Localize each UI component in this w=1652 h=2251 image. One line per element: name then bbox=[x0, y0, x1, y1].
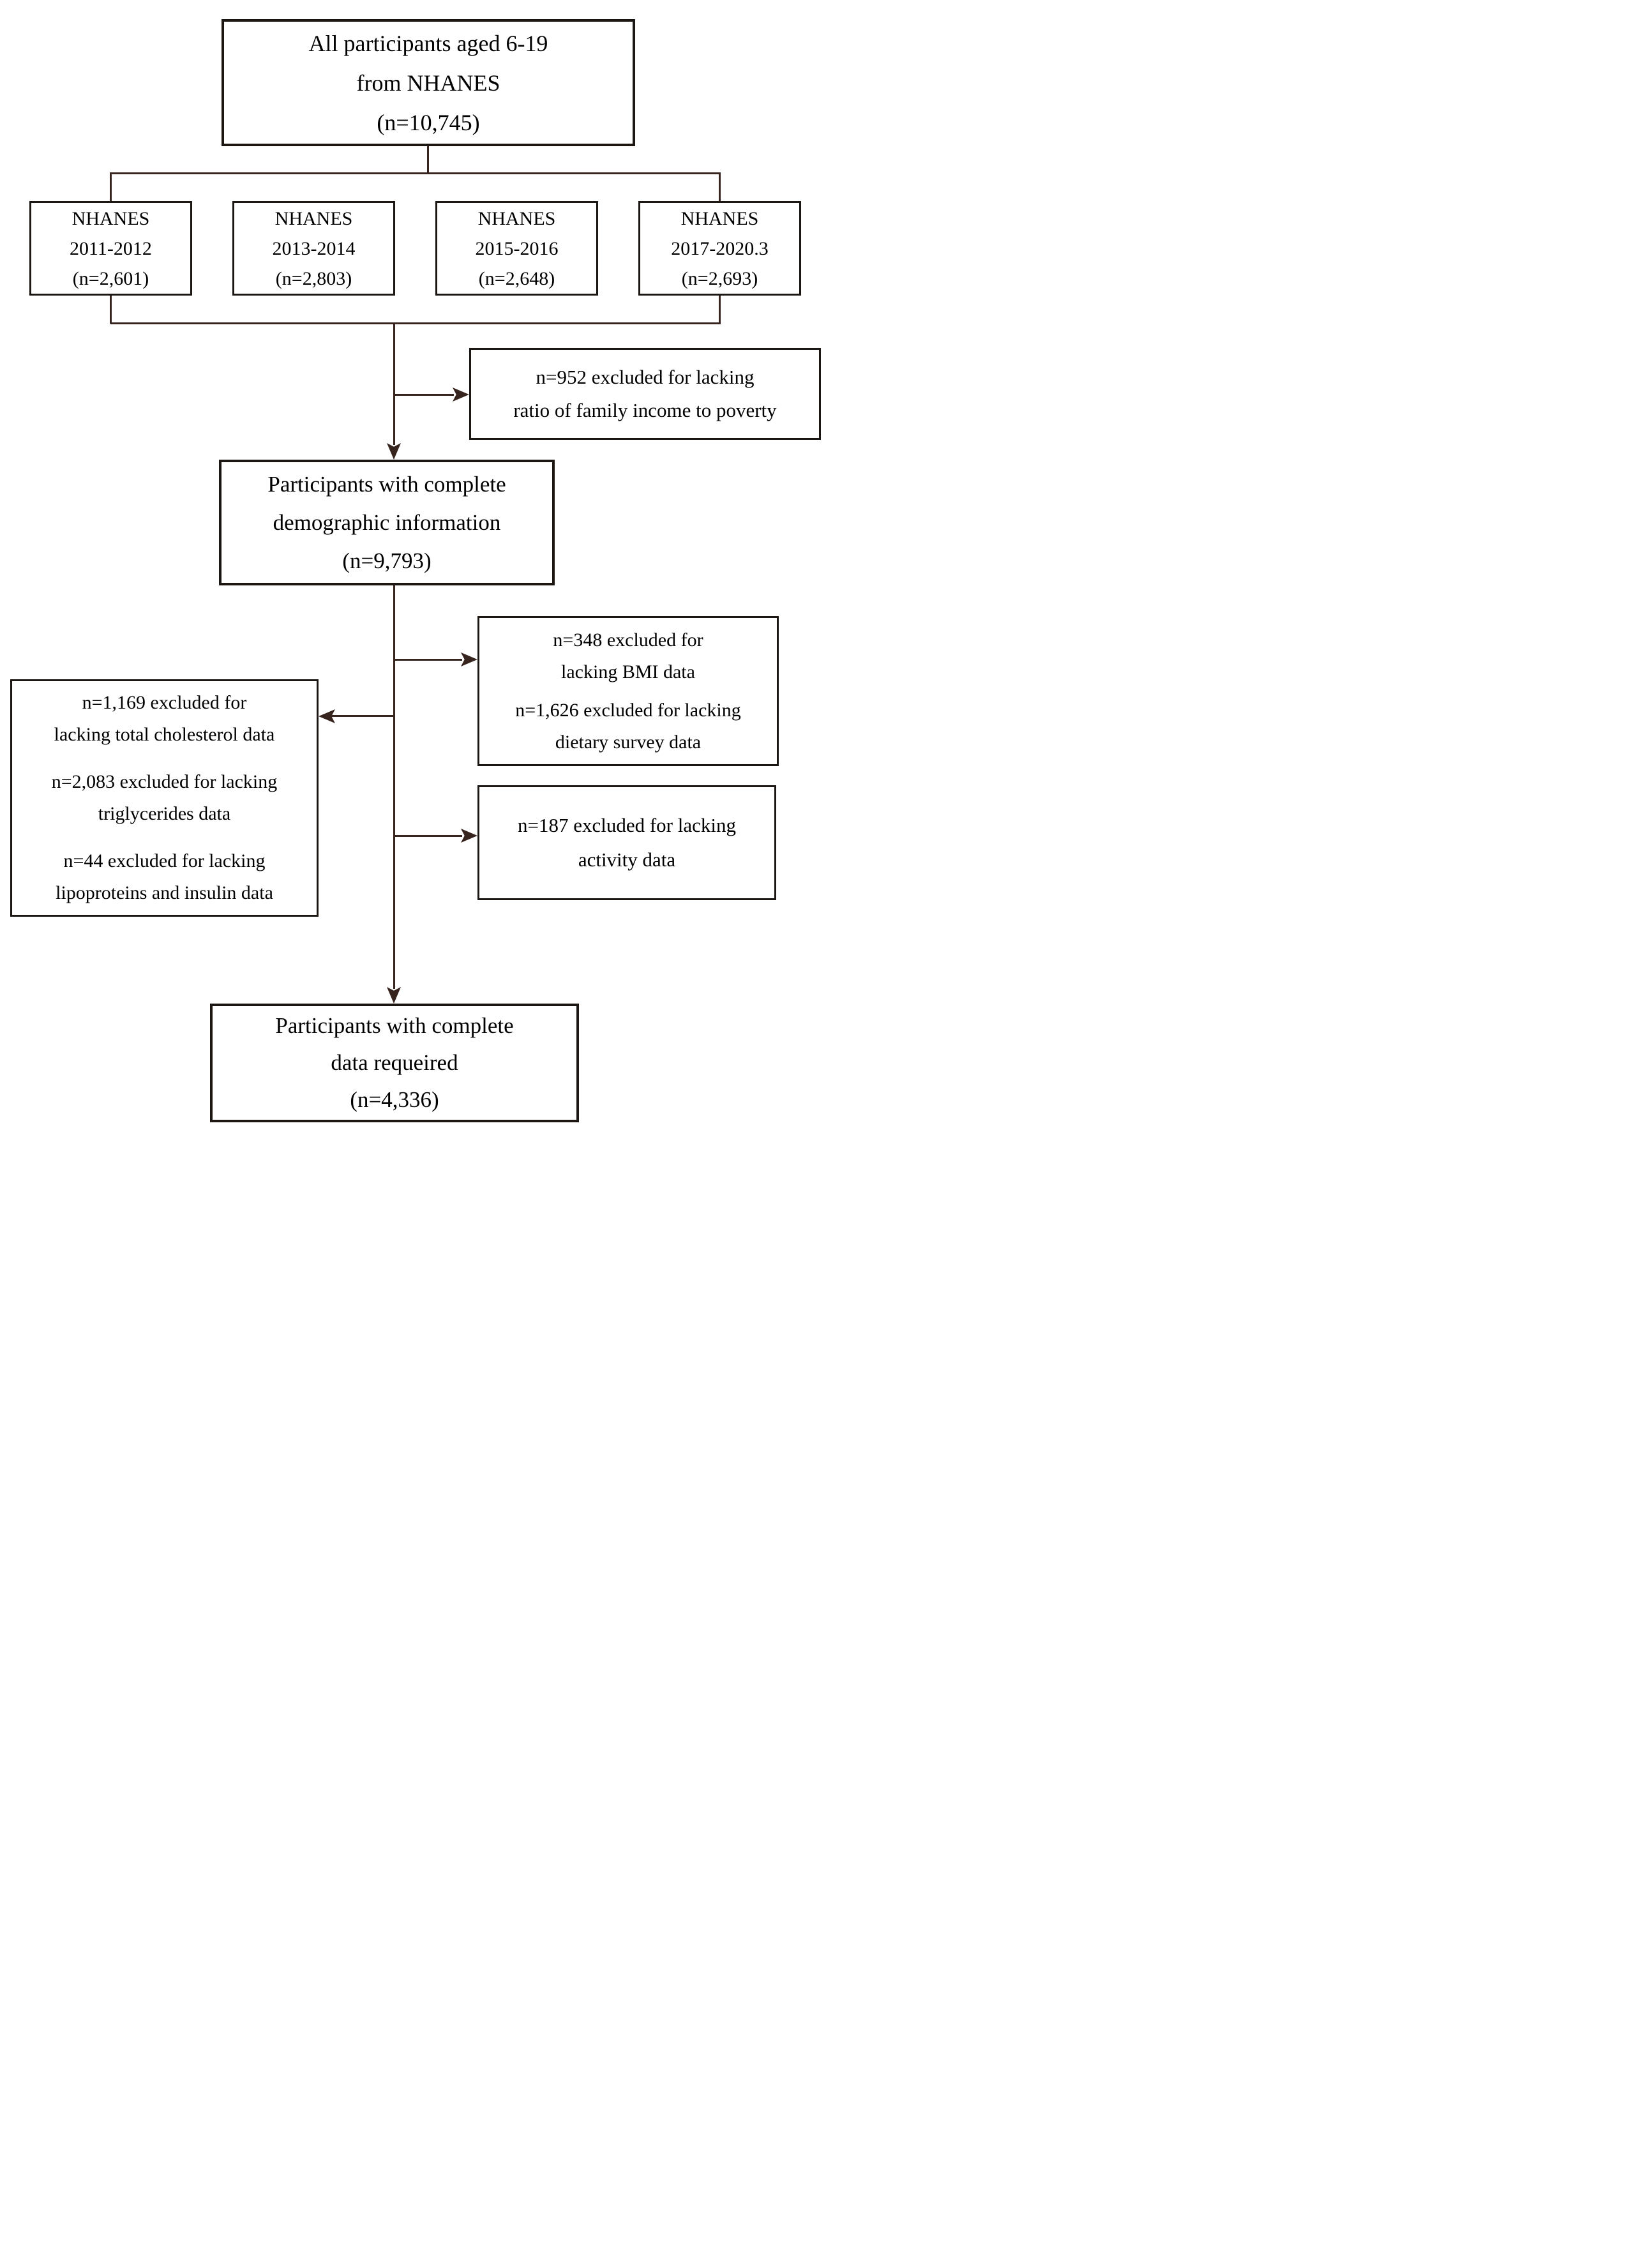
connector-main-vertical-2 bbox=[393, 585, 395, 989]
arrowhead-into-income-exclusion bbox=[453, 388, 469, 402]
box-all-participants: All participants aged 6-19 from NHANES (… bbox=[222, 19, 635, 146]
connector-drop-2011 bbox=[110, 172, 112, 201]
text-line: (n=9,793) bbox=[342, 548, 432, 573]
text-line: NHANES bbox=[71, 207, 150, 229]
text-line: lipoproteins and insulin data bbox=[56, 882, 273, 903]
text-line: lacking BMI data bbox=[561, 661, 695, 682]
text-line: ratio of family income to poverty bbox=[513, 399, 777, 421]
text-line: (n=2,803) bbox=[275, 267, 352, 289]
exclusion-paragraph: n=348 excluded for lacking BMI data bbox=[553, 624, 703, 688]
flow-diagram: All participants aged 6-19 from NHANES (… bbox=[0, 0, 826, 1126]
text-line: n=187 excluded for lacking bbox=[517, 814, 736, 836]
text-line: Participants with complete bbox=[275, 1013, 514, 1038]
text-line: 2011-2012 bbox=[70, 237, 152, 259]
text-line: 2017-2020.3 bbox=[671, 237, 769, 259]
box-excluded-bmi-dietary: n=348 excluded for lacking BMI data n=1,… bbox=[477, 616, 779, 766]
exclusion-paragraph: n=1,169 excluded for lacking total chole… bbox=[54, 687, 275, 751]
text-line: NHANES bbox=[680, 207, 759, 229]
text-line: NHANES bbox=[477, 207, 556, 229]
text-line: n=1,169 excluded for bbox=[82, 692, 247, 713]
text-line: (n=4,336) bbox=[350, 1087, 439, 1112]
text-line: dietary survey data bbox=[555, 731, 702, 753]
connector-merge-2011 bbox=[110, 296, 112, 324]
text-line: All participants aged 6-19 bbox=[308, 30, 548, 56]
connector-branch-labs bbox=[331, 715, 394, 717]
text-line: (n=2,693) bbox=[681, 267, 758, 289]
text-line: (n=10,745) bbox=[377, 109, 480, 135]
text-line: n=2,083 excluded for lacking bbox=[51, 771, 278, 792]
box-complete-data-final: Participants with complete data requeire… bbox=[210, 1004, 579, 1122]
connector-main-vertical-1 bbox=[393, 322, 395, 445]
exclusion-paragraph: n=2,083 excluded for lacking triglycerid… bbox=[52, 766, 277, 830]
connector-merge-2017 bbox=[719, 296, 721, 324]
connector-branch-activity bbox=[393, 835, 462, 837]
text-line: Participants with complete bbox=[267, 471, 506, 497]
text-line: (n=2,601) bbox=[72, 267, 149, 289]
box-complete-demographic: Participants with complete demographic i… bbox=[219, 460, 555, 585]
arrowhead-into-demographic bbox=[387, 443, 401, 460]
text-line: n=952 excluded for lacking bbox=[536, 366, 755, 388]
connector-top-split-vertical bbox=[427, 146, 429, 173]
connector-merge-horizontal bbox=[110, 322, 721, 324]
connector-branch-income bbox=[393, 394, 454, 396]
arrowhead-into-bmi-dietary-exclusion bbox=[461, 652, 477, 666]
box-nhanes-2013-2014: NHANES 2013-2014 (n=2,803) bbox=[232, 201, 395, 296]
connector-drop-2017 bbox=[719, 172, 721, 201]
box-nhanes-2015-2016: NHANES 2015-2016 (n=2,648) bbox=[435, 201, 598, 296]
text-line: 2013-2014 bbox=[272, 237, 356, 259]
text-line: n=348 excluded for bbox=[553, 629, 703, 651]
box-excluded-income-poverty: n=952 excluded for lacking ratio of fami… bbox=[469, 348, 821, 440]
exclusion-paragraph: n=44 excluded for lacking lipoproteins a… bbox=[56, 845, 273, 909]
exclusion-paragraph: n=1,626 excluded for lacking dietary sur… bbox=[515, 695, 740, 758]
text-line: lacking total cholesterol data bbox=[54, 724, 275, 745]
text-line: activity data bbox=[578, 848, 676, 871]
box-excluded-activity: n=187 excluded for lacking activity data bbox=[477, 785, 776, 900]
arrowhead-into-activity-exclusion bbox=[461, 829, 477, 843]
box-nhanes-2011-2012: NHANES 2011-2012 (n=2,601) bbox=[29, 201, 192, 296]
connector-branch-bmi-dietary bbox=[393, 659, 462, 661]
box-nhanes-2017-2020: NHANES 2017-2020.3 (n=2,693) bbox=[638, 201, 801, 296]
text-line: from NHANES bbox=[356, 70, 500, 96]
text-line: triglycerides data bbox=[98, 803, 231, 824]
text-line: NHANES bbox=[274, 207, 353, 229]
text-line: n=44 excluded for lacking bbox=[63, 850, 266, 871]
text-line: (n=2,648) bbox=[478, 267, 555, 289]
text-line: data requeired bbox=[331, 1050, 458, 1075]
text-line: demographic information bbox=[273, 509, 501, 535]
box-excluded-cholesterol-triglycerides-lipoproteins: n=1,169 excluded for lacking total chole… bbox=[10, 679, 319, 917]
text-line: n=1,626 excluded for lacking bbox=[515, 699, 741, 721]
connector-top-split-horizontal bbox=[110, 172, 721, 174]
arrowhead-into-final bbox=[387, 987, 401, 1004]
text-line: 2015-2016 bbox=[475, 237, 559, 259]
